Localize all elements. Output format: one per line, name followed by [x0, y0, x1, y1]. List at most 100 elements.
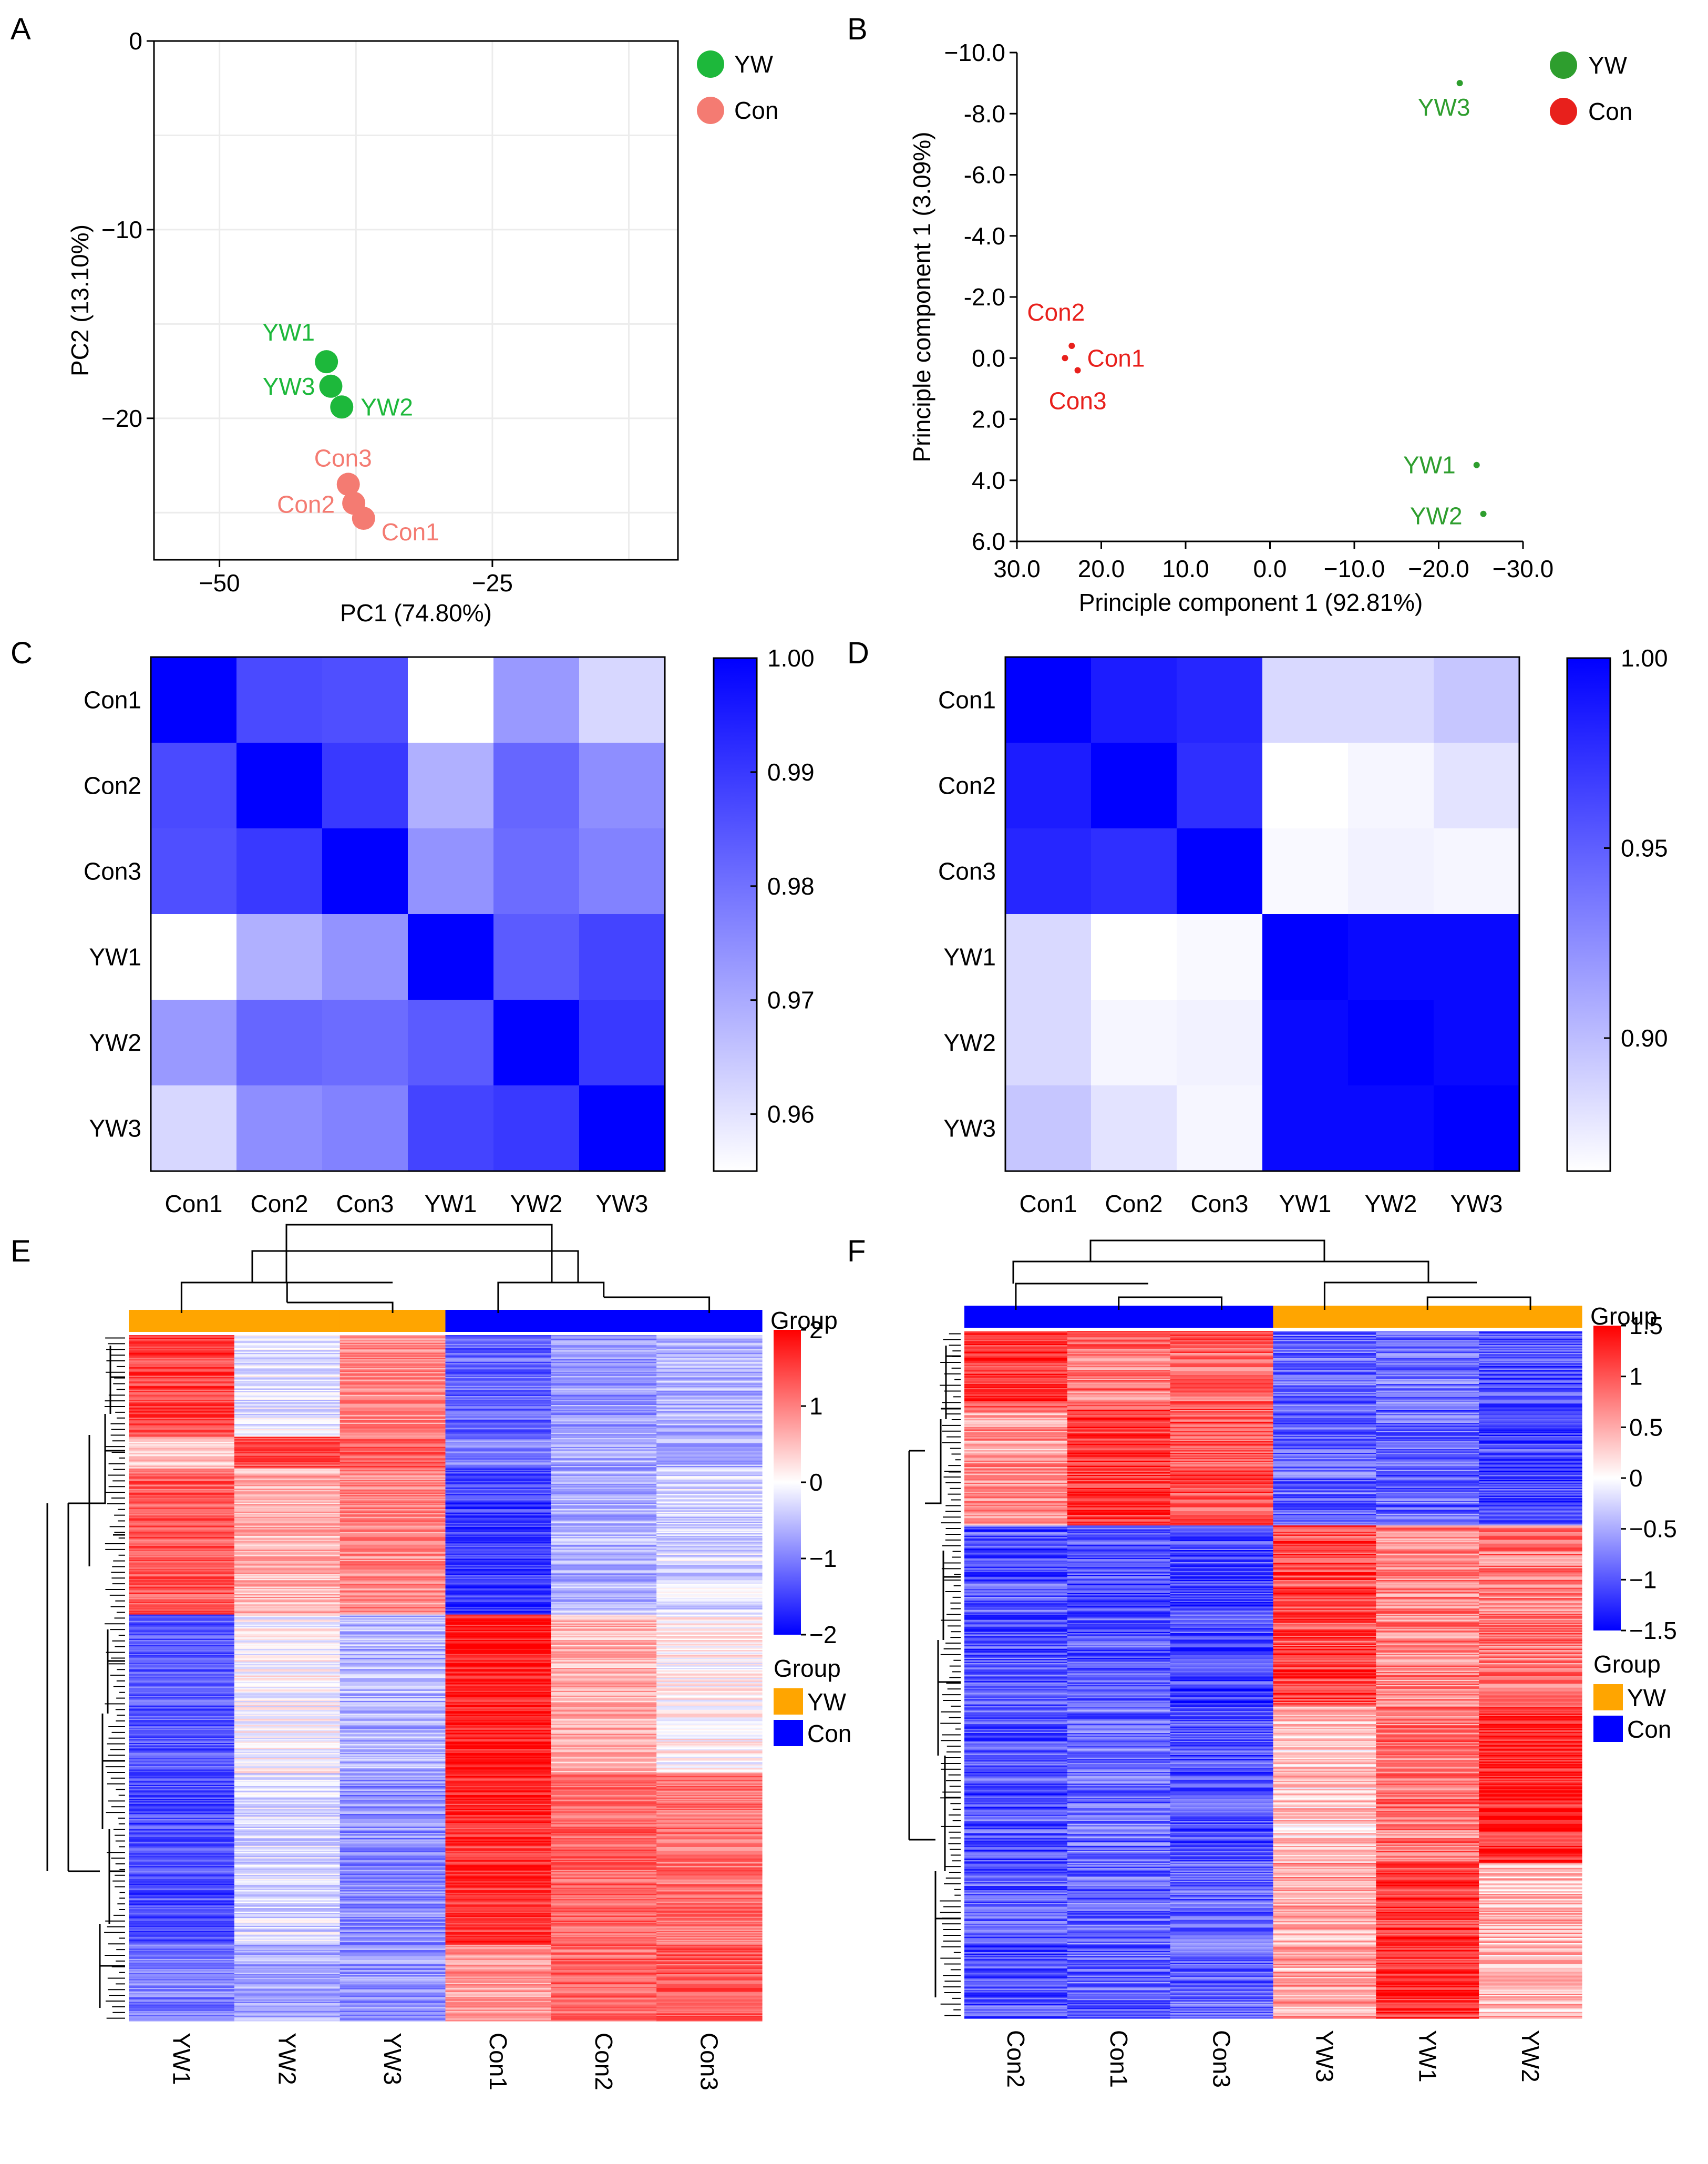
heatmap-cell: [339, 1389, 446, 1391]
heatmap-cell: [445, 1864, 551, 1866]
heatmap-cell: [339, 1537, 446, 1539]
heatmap-cell: [1170, 1393, 1274, 1395]
heatmap-cell: [129, 1940, 235, 1942]
col-label-yw1: YW1: [168, 2033, 195, 2085]
heatmap-cell: [964, 1375, 1068, 1377]
heatmap-cell: [1067, 1571, 1171, 1573]
heatmap-cell: [964, 1565, 1068, 1567]
heatmap-cell: [129, 1931, 235, 1933]
heatmap-cell: [234, 1803, 341, 1806]
heatmap-cell: [964, 1473, 1068, 1475]
heatmap-cell: [129, 1575, 235, 1577]
heatmap-cell: [339, 1548, 446, 1551]
heatmap-cell: [1273, 1473, 1376, 1475]
heatmap-cell: [129, 1547, 235, 1549]
heatmap-cell: [1479, 1346, 1582, 1348]
heatmap-cell: [234, 1767, 341, 1769]
heatmap-cell: [551, 1386, 657, 1388]
heatmap-cell: [129, 1341, 235, 1343]
heatmap-cell: [656, 1980, 763, 1982]
heatmap-cell: [1479, 1590, 1582, 1592]
heatmap-cell: [1067, 1601, 1171, 1603]
heatmap-cell: [234, 1806, 341, 1808]
heatmap-cell: [964, 1413, 1068, 1416]
heatmap-cell: [129, 1560, 235, 1562]
legend-label-con: Con: [734, 97, 778, 124]
heatmap-cell: [129, 1444, 235, 1446]
heatmap-cell: [445, 1862, 551, 1864]
heatmap-cell: [129, 1779, 235, 1781]
heatmap-cell: [234, 1655, 341, 1657]
heatmap-cell: [339, 1590, 446, 1592]
group-annotation-cell: [656, 1310, 763, 1332]
heatmap-cell: [656, 1628, 763, 1630]
heatmap-cell: [1479, 1576, 1582, 1578]
heatmap-cell: [964, 1639, 1068, 1642]
heatmap-cell: [129, 1757, 235, 1759]
heatmap-cell: [339, 1828, 446, 1830]
heatmap-cell: [1376, 1494, 1479, 1496]
heatmap-cell: [234, 1440, 341, 1442]
heatmap-cell: [339, 1783, 446, 1786]
heatmap-cell: [1273, 1512, 1376, 1514]
heatmap-cell: [1376, 1372, 1479, 1375]
heatmap-cell: [1170, 1529, 1274, 1531]
heatmap-cell: [234, 1513, 341, 1515]
heatmap-cell: [339, 1555, 446, 1557]
heatmap-cell: [339, 1558, 446, 1561]
heatmap-cell: [551, 1938, 657, 1940]
heatmap-cell: [551, 1884, 657, 1886]
heatmap-cell: [1479, 1382, 1582, 1384]
heatmap-cell: [234, 1352, 341, 1355]
heatmap-cell: [656, 1977, 763, 1980]
heatmap-cell: [1067, 1418, 1171, 1420]
heatmap-cell: [964, 1517, 1068, 1520]
heatmap-cell: [1067, 1465, 1171, 1468]
heatmap-cell: [339, 1884, 446, 1886]
heatmap-cell: [551, 1442, 657, 1444]
heatmap-cell: [964, 1531, 1068, 1533]
heatmap-cell: [1067, 1409, 1171, 1411]
heatmap-cell: [445, 1853, 551, 1855]
heatmap-cell: [234, 1345, 341, 1347]
heatmap-cell: [964, 1464, 1068, 1466]
heatmap-cell: [656, 1779, 763, 1781]
heatmap-cell: [339, 1999, 446, 2001]
heatmap-cell: [1262, 743, 1349, 829]
heatmap-cell: [1376, 1503, 1479, 1505]
heatmap-cell: [551, 1857, 657, 1859]
heatmap-cell: [1067, 1359, 1171, 1361]
heatmap-cell: [551, 1968, 657, 1971]
heatmap-cell: [234, 1605, 341, 1607]
heatmap-cell: [129, 1867, 235, 1869]
heatmap-cell: [129, 2004, 235, 2006]
heatmap-cell: [445, 2001, 551, 2003]
heatmap-cell: [656, 1862, 763, 1864]
heatmap-cell: [1479, 1440, 1582, 1442]
heatmap-cell: [964, 1333, 1068, 1336]
heatmap-cell: [129, 1980, 235, 1982]
heatmap-cell: [445, 1748, 551, 1750]
heatmap-cell: [129, 1346, 235, 1348]
heatmap-cell: [339, 1455, 446, 1458]
heatmap-cell: [445, 1803, 551, 1806]
heatmap-cell: [551, 1462, 657, 1464]
heatmap-cell: [234, 1744, 341, 1746]
heatmap-cell: [129, 1480, 235, 1482]
heatmap-cell: [1170, 1603, 1274, 1605]
heatmap-cell: [1376, 1545, 1479, 1547]
heatmap-cell: [964, 1336, 1068, 1338]
heatmap-cell: [1376, 1404, 1479, 1407]
heatmap-cell: [1479, 1341, 1582, 1343]
heatmap-cell: [234, 1776, 341, 1778]
heatmap-cell: [1479, 1377, 1582, 1379]
heatmap-cell: [656, 1849, 763, 1851]
heatmap-cell: [964, 1360, 1068, 1362]
heatmap-cell: [445, 1638, 551, 1640]
heatmap-cell: [1376, 1428, 1479, 1430]
heatmap-cell: [1273, 1440, 1376, 1442]
heatmap-cell: [1348, 1000, 1434, 1086]
heatmap-cell: [129, 1882, 235, 1884]
heatmap-cell: [1376, 1473, 1479, 1475]
heatmap-cell: [445, 1852, 551, 1854]
